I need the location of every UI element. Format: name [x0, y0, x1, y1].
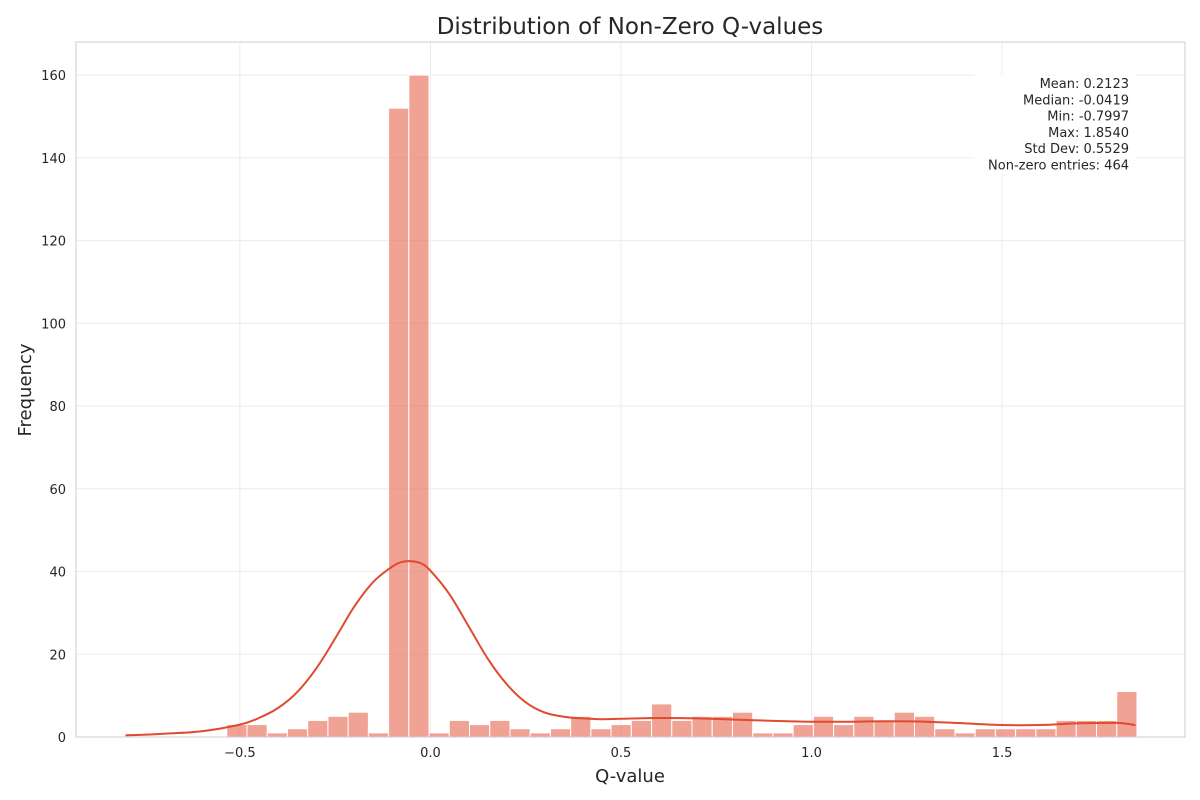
- histogram-bar: [671, 719, 693, 738]
- histogram-bar: [974, 728, 996, 738]
- x-axis-label: Q-value: [595, 766, 665, 787]
- y-tick-label: 0: [58, 731, 66, 746]
- histogram-bar: [347, 711, 369, 738]
- histogram-bar: [408, 74, 430, 738]
- kde-curve: [125, 560, 1136, 737]
- histogram-bar: [590, 728, 612, 738]
- histogram-bar: [610, 724, 632, 738]
- histogram-bar: [731, 711, 754, 738]
- y-tick-label: 100: [41, 317, 66, 332]
- histogram-bar: [509, 728, 531, 738]
- histogram-bar: [651, 703, 673, 738]
- histogram-bar: [772, 732, 794, 738]
- x-axis-ticks: −0.5 0.0 0.5 1.0 1.5: [224, 746, 1012, 761]
- stats-line: Mean: 0.2123: [1040, 77, 1129, 92]
- histogram-bar: [893, 711, 915, 738]
- stats-line: Max: 1.8540: [1048, 126, 1129, 141]
- y-axis-ticks: 0 20 40 60 80 100 120 140 160: [41, 69, 66, 746]
- histogram-bar: [266, 732, 288, 738]
- histogram-bar: [1015, 728, 1037, 738]
- y-tick-label: 160: [41, 69, 66, 84]
- histogram-bar: [913, 715, 936, 738]
- y-tick-label: 60: [49, 483, 66, 498]
- y-tick-label: 120: [41, 235, 66, 250]
- y-axis-label: Frequency: [15, 343, 36, 436]
- histogram-bar: [934, 728, 956, 738]
- histogram-bar: [489, 719, 511, 738]
- histogram-bar: [812, 715, 835, 738]
- x-tick-label: 1.5: [992, 746, 1013, 761]
- histogram-bar: [954, 732, 976, 738]
- histogram-bar: [873, 719, 895, 738]
- histogram-bar: [752, 732, 774, 738]
- stats-line: Non-zero entries: 464: [988, 159, 1129, 174]
- x-tick-label: −0.5: [224, 746, 256, 761]
- histogram-bar: [327, 715, 349, 738]
- histogram-bar: [833, 724, 855, 738]
- histogram-bar: [246, 724, 268, 738]
- grid-lines: [76, 42, 1185, 738]
- y-tick-label: 140: [41, 152, 66, 167]
- plot-frame: [75, 41, 1186, 738]
- histogram-bar: [792, 724, 814, 738]
- histogram-bar: [1116, 690, 1138, 738]
- stats-box: [974, 74, 1136, 174]
- histogram-bar: [307, 719, 329, 738]
- histogram-bar: [388, 107, 410, 738]
- chart-title: Distribution of Non-Zero Q-values: [437, 14, 824, 40]
- x-tick-label: 0.5: [611, 746, 632, 761]
- histogram-bar: [469, 724, 491, 738]
- histogram-bar: [994, 728, 1017, 738]
- histogram-bar: [549, 728, 572, 738]
- histogram-bar: [853, 715, 875, 738]
- y-tick-label: 40: [49, 566, 66, 581]
- stats-line: Std Dev: 0.5529: [1024, 142, 1129, 157]
- histogram-bar: [286, 728, 309, 738]
- histogram-bar: [1035, 728, 1057, 738]
- histogram-bar: [367, 732, 390, 738]
- histogram-bar: [448, 719, 471, 738]
- x-tick-label: 1.0: [801, 746, 822, 761]
- x-tick-label: 0.0: [420, 746, 441, 761]
- stats-line: Median: -0.0419: [1023, 93, 1129, 108]
- y-tick-label: 80: [49, 400, 66, 415]
- y-tick-label: 20: [49, 648, 66, 663]
- histogram-bar: [630, 719, 653, 738]
- stats-line: Min: -0.7997: [1047, 110, 1129, 125]
- histogram-bar: [428, 732, 450, 738]
- histogram-bar: [529, 732, 551, 738]
